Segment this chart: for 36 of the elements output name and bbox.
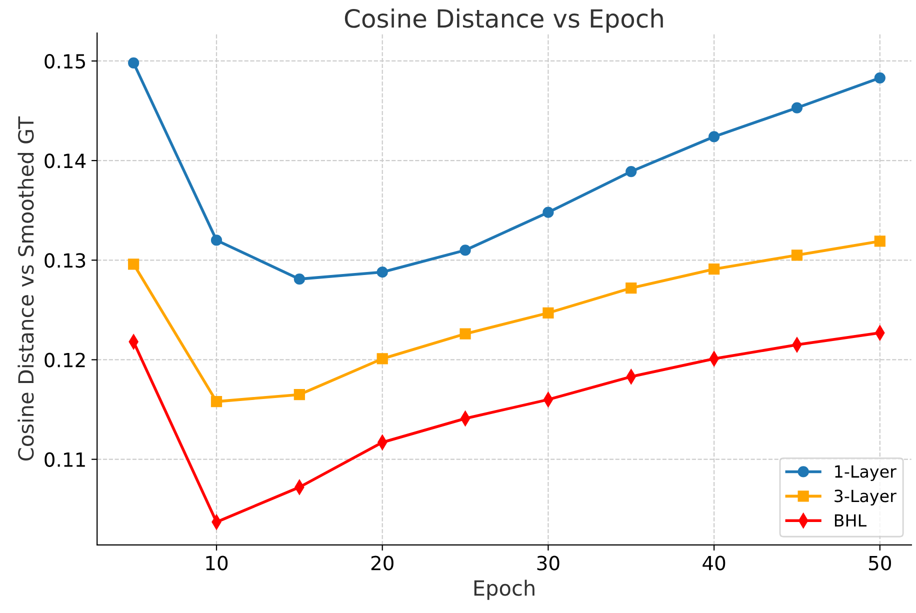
- point: [210, 396, 222, 408]
- point: [460, 328, 471, 340]
- point: [791, 102, 803, 114]
- y-tick-label: 0.12: [44, 352, 85, 368]
- point: [294, 274, 305, 285]
- y-tick-label: 0.13: [44, 253, 86, 268]
- point: [210, 234, 222, 246]
- point: [460, 244, 471, 256]
- point: [542, 307, 554, 318]
- legend-label: 3-Layer: [834, 490, 896, 506]
- x-axis-title: Epoch: [474, 580, 534, 600]
- point: [376, 266, 388, 278]
- point: [791, 250, 803, 261]
- point: [708, 131, 720, 142]
- x-tick-label: 30: [537, 556, 560, 570]
- point: [542, 206, 554, 218]
- point: [708, 264, 720, 275]
- x-tick-label: 40: [702, 556, 726, 570]
- point: [376, 353, 388, 364]
- point: [874, 236, 886, 247]
- point: [128, 258, 140, 270]
- x-tick-label: 20: [371, 556, 394, 570]
- legend-label: BHL: [834, 514, 866, 526]
- chart-title: Cosine Distance vs Epoch: [344, 8, 663, 33]
- x-tick-label: 50: [869, 556, 891, 570]
- point: [128, 57, 140, 69]
- legend-label: 1-Layer: [835, 465, 896, 482]
- y-axis-title: Cosine Distance vs Smoothed GT: [18, 116, 34, 460]
- point: [294, 389, 305, 400]
- point: [874, 72, 886, 84]
- point: [626, 166, 637, 178]
- y-tick-label: 0.15: [44, 54, 85, 69]
- x-tick-label: 10: [206, 556, 228, 570]
- y-tick-label: 0.11: [44, 452, 85, 467]
- point: [626, 282, 637, 294]
- y-tick-label: 0.14: [44, 154, 86, 168]
